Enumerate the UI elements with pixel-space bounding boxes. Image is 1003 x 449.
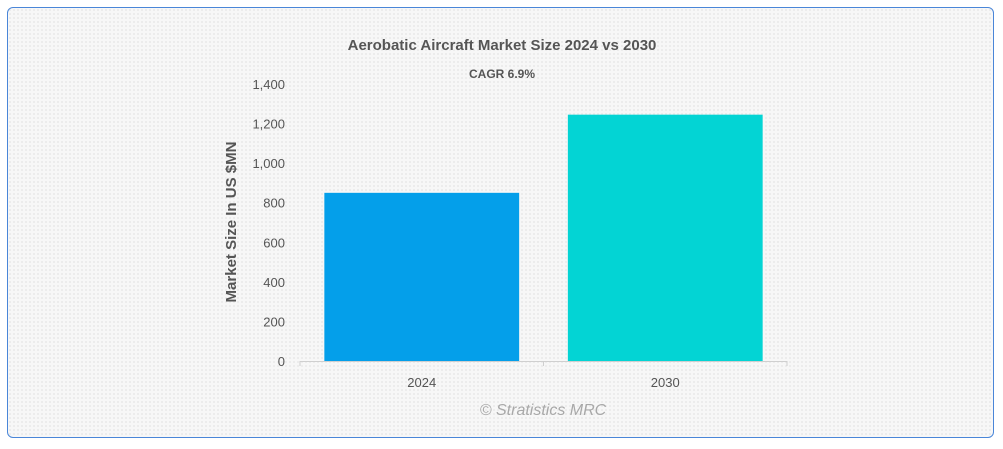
bars <box>324 114 763 362</box>
chart-subtitle: CAGR 6.9% <box>469 67 535 81</box>
y-tick-label: 400 <box>263 275 285 290</box>
y-tick-label: 1,400 <box>252 77 285 92</box>
chart-title: Aerobatic Aircraft Market Size 2024 vs 2… <box>348 37 657 54</box>
bar-2030 <box>567 114 763 362</box>
y-tick-label: 0 <box>278 354 285 369</box>
x-axis-ticks: 2024 2030 <box>299 361 788 390</box>
watermark: © Stratistics MRC <box>480 402 607 419</box>
x-tick-label: 2024 <box>407 375 436 390</box>
y-tick-label: 800 <box>263 196 285 211</box>
y-tick-label: 1,200 <box>252 117 285 132</box>
x-tick-label: 2030 <box>651 375 680 390</box>
bar-2024 <box>324 192 520 361</box>
y-tick-label: 1,000 <box>252 156 285 171</box>
y-axis-label: Market Size In US $MN <box>223 142 240 303</box>
y-axis-ticks: 0 200 400 600 800 1,000 1,200 1,400 <box>252 77 285 369</box>
y-tick-label: 600 <box>263 235 285 250</box>
y-tick-label: 200 <box>263 314 285 329</box>
